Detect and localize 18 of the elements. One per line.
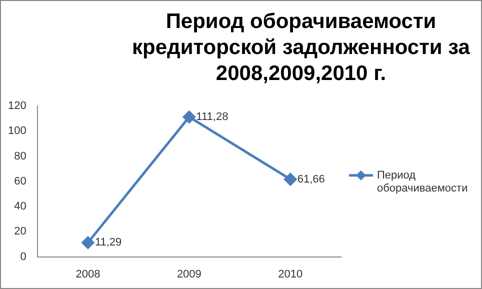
y-tick-label: 60 bbox=[14, 175, 26, 188]
point bbox=[182, 110, 196, 124]
text: 111,28 bbox=[196, 110, 228, 123]
text: 11,29 bbox=[94, 236, 122, 249]
legend-label: Период оборачиваемости bbox=[377, 169, 468, 194]
x-tick-label: 2010 bbox=[278, 268, 303, 280]
chart-title: Период оборачиваемости кредиторской задолженности за 2008,2009,2010 г. bbox=[131, 9, 471, 87]
x-tick-label: 2008 bbox=[76, 268, 100, 280]
y-tick-label: 0 bbox=[20, 250, 26, 263]
y-tick-label: 40 bbox=[14, 200, 26, 213]
y-tick-label: 120 bbox=[8, 100, 26, 112]
x-tick-label: 2009 bbox=[176, 268, 202, 280]
y-tick-label: 80 bbox=[14, 150, 26, 162]
y-tick-label: 20 bbox=[14, 226, 26, 238]
point bbox=[284, 173, 297, 186]
y-tick-label: 100 bbox=[8, 125, 26, 138]
text: 61,66 bbox=[297, 173, 325, 186]
point bbox=[82, 236, 94, 249]
